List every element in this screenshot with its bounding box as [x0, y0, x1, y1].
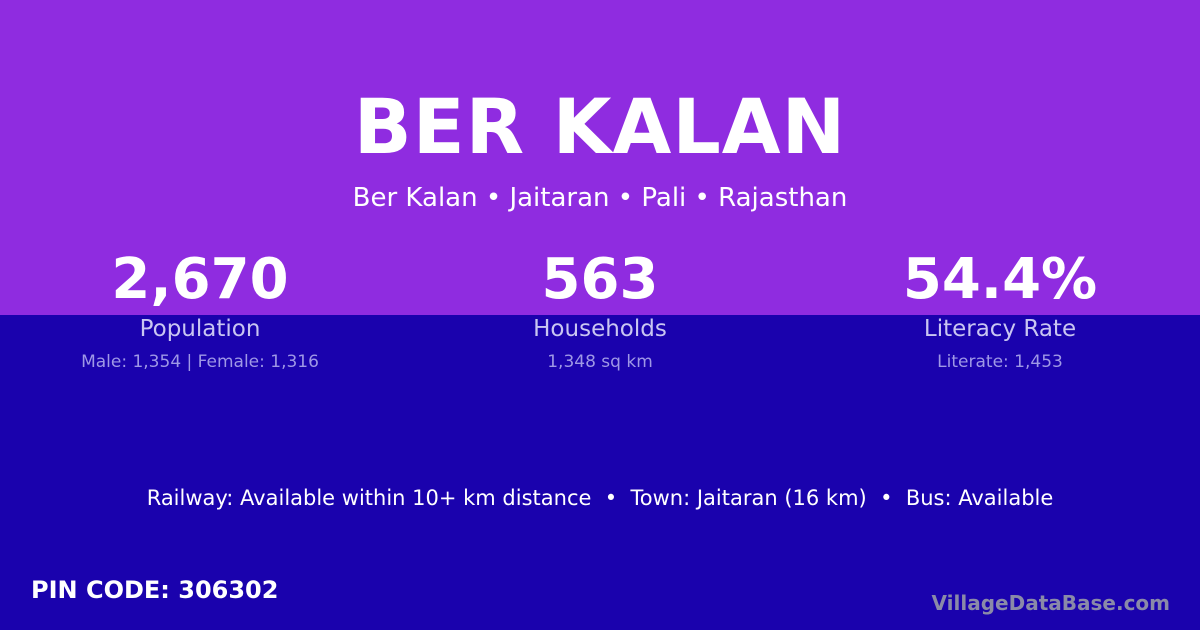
stat-population: 2,670 Population Male: 1,354 | Female: 1… — [0, 247, 400, 373]
village-title: BER KALAN — [353, 82, 847, 171]
stat-value: 563 — [541, 247, 659, 312]
stat-label: Households — [533, 316, 667, 342]
stat-label: Literacy Rate — [923, 316, 1077, 342]
pin-code: PIN CODE: 306302 — [31, 576, 279, 604]
header-band — [0, 0, 1200, 315]
stat-label: Population — [139, 316, 261, 342]
brand-logo: VillageDataBase.com — [931, 591, 1170, 615]
stat-sub: Male: 1,354 | Female: 1,316 — [81, 352, 319, 372]
stat-value: 54.4% — [902, 247, 1098, 312]
connectivity-info: Railway: Available within 10+ km distanc… — [146, 486, 1054, 510]
stat-sub: 1,348 sq km — [547, 352, 653, 372]
location-breadcrumb: Ber Kalan • Jaitaran • Pali • Rajasthan — [352, 183, 848, 213]
stat-literacy: 54.4% Literacy Rate Literate: 1,453 — [800, 247, 1200, 373]
stat-value: 2,670 — [111, 247, 289, 312]
stat-households: 563 Households 1,348 sq km — [400, 247, 800, 373]
stat-sub: Literate: 1,453 — [937, 352, 1063, 372]
